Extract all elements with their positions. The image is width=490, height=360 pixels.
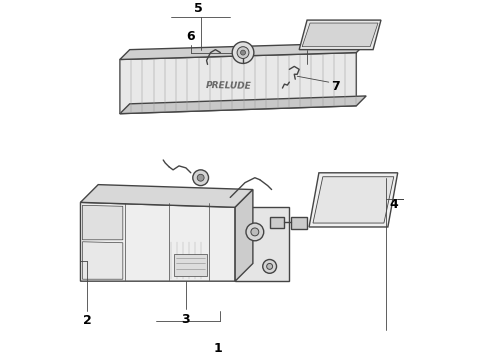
Text: 6: 6 (187, 30, 195, 43)
Polygon shape (235, 207, 289, 281)
Circle shape (263, 260, 276, 273)
Text: PRELUDE: PRELUDE (205, 81, 251, 91)
Polygon shape (82, 242, 123, 279)
Text: 1: 1 (214, 342, 223, 355)
Polygon shape (120, 96, 366, 114)
Text: 7: 7 (331, 80, 340, 93)
Polygon shape (270, 217, 284, 228)
Polygon shape (309, 173, 398, 227)
Polygon shape (302, 23, 378, 47)
Polygon shape (313, 177, 394, 223)
Circle shape (246, 223, 264, 241)
Circle shape (241, 50, 245, 55)
Polygon shape (120, 53, 356, 114)
Polygon shape (174, 253, 207, 276)
Polygon shape (292, 217, 307, 229)
Polygon shape (235, 190, 253, 281)
Circle shape (197, 174, 204, 181)
Circle shape (232, 42, 254, 63)
Polygon shape (80, 185, 253, 207)
Polygon shape (120, 43, 366, 59)
Circle shape (193, 170, 209, 186)
Circle shape (237, 47, 249, 59)
Text: 5: 5 (195, 2, 203, 15)
Circle shape (267, 264, 272, 269)
Text: 3: 3 (182, 313, 190, 326)
Text: 2: 2 (83, 314, 92, 327)
Polygon shape (80, 202, 235, 281)
Polygon shape (82, 205, 123, 240)
Circle shape (251, 228, 259, 236)
Text: 4: 4 (390, 198, 398, 211)
Polygon shape (299, 20, 381, 50)
